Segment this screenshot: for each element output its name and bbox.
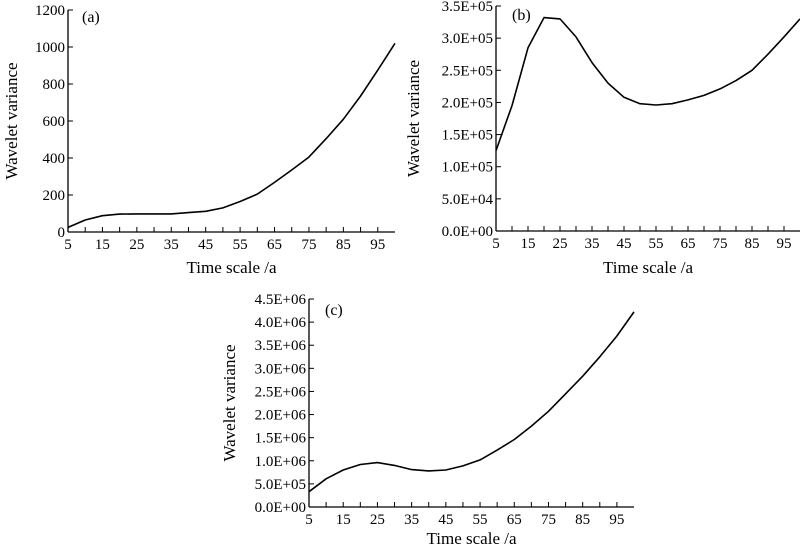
chart-panel-c: 0.0E+00 5.0E+05 1.0E+06 1.5E+06 2.0E+06 2.5E+… xyxy=(220,292,635,547)
x-tick-label: 25 xyxy=(553,236,568,252)
panel-label: (c) xyxy=(325,302,343,319)
y-tick-label: 800 xyxy=(43,77,66,93)
series-line xyxy=(495,16,800,151)
x-tick-label: 35 xyxy=(404,512,419,528)
y-tick-label: 2.5E+05 xyxy=(442,63,493,79)
y-tick-label: 2.0E+05 xyxy=(442,95,493,111)
x-tick-label: 5 xyxy=(64,237,72,253)
x-tick-label: 5 xyxy=(492,236,500,252)
y-tick-label: 3.0E+05 xyxy=(442,31,493,47)
panel-label: (a) xyxy=(82,9,100,26)
x-tick-label: 95 xyxy=(609,512,624,528)
x-tick-label: 15 xyxy=(336,512,351,528)
y-tick-label: 4.5E+06 xyxy=(255,292,307,308)
x-tick-label: 95 xyxy=(370,237,385,253)
x-tick-label: 15 xyxy=(521,236,536,252)
x-tick-label: 85 xyxy=(745,236,760,252)
x-tick-label: 65 xyxy=(267,237,282,253)
x-tick-label: 85 xyxy=(336,237,351,253)
y-tick-label: 5.0E+05 xyxy=(255,477,306,493)
series-line xyxy=(67,42,396,229)
y-tick-label: 2.5E+06 xyxy=(255,384,307,400)
x-tick-label: 85 xyxy=(575,512,590,528)
y-tick-label: 600 xyxy=(43,114,66,130)
x-tick-label: 65 xyxy=(507,512,522,528)
y-tick-label: 3.0E+06 xyxy=(255,361,307,377)
x-tick-label: 75 xyxy=(301,237,316,253)
x-tick-label: 95 xyxy=(777,236,792,252)
series-line xyxy=(308,311,635,493)
y-tick-label: 1.0E+06 xyxy=(255,454,307,470)
y-tick-label: 200 xyxy=(43,188,66,204)
x-tick-label: 55 xyxy=(233,237,248,253)
x-axis-title: Time scale /a xyxy=(186,258,276,277)
y-tick-label: 0.0E+00 xyxy=(442,224,493,240)
y-tick-label: 1000 xyxy=(35,40,65,56)
y-tick-label: 3.5E+05 xyxy=(442,0,493,15)
chart-panel-b: 0.0E+00 5.0E+04 1.0E+05 1.5E+05 2.0E+05 2.5E+… xyxy=(404,0,800,277)
chart-panel-a: 0 200 400 600 800 1000 1200 5 15 25 35 45 55 65 75 85 95… xyxy=(2,3,396,277)
x-tick-label: 45 xyxy=(198,237,213,253)
x-tick-label: 65 xyxy=(681,236,696,252)
x-tick-label: 75 xyxy=(713,236,728,252)
x-tick-label: 5 xyxy=(305,512,313,528)
x-tick-label: 35 xyxy=(164,237,179,253)
x-tick-label: 75 xyxy=(541,512,556,528)
x-axis-title: Time scale /a xyxy=(603,258,693,277)
y-tick-label: 1.5E+05 xyxy=(442,128,493,144)
y-axis-title: Wavelet variance xyxy=(2,62,21,179)
y-tick-label: 0 xyxy=(58,225,66,241)
panel-label: (b) xyxy=(512,7,531,24)
y-tick-label: 3.5E+06 xyxy=(255,338,307,354)
x-axis-title: Time scale /a xyxy=(426,529,516,547)
x-tick-label: 45 xyxy=(617,236,632,252)
x-tick-label: 15 xyxy=(95,237,110,253)
x-tick-label: 25 xyxy=(129,237,144,253)
y-tick-label: 0.0E+00 xyxy=(255,500,306,516)
y-tick-label: 1200 xyxy=(35,3,65,19)
y-tick-label: 4.0E+06 xyxy=(255,315,307,331)
y-tick-label: 5.0E+04 xyxy=(442,192,494,208)
x-tick-label: 55 xyxy=(473,512,488,528)
y-tick-label: 2.0E+06 xyxy=(255,408,307,424)
x-tick-label: 55 xyxy=(649,236,664,252)
y-tick-label: 400 xyxy=(43,151,66,167)
x-tick-label: 35 xyxy=(585,236,600,252)
y-axis-title: Wavelet variance xyxy=(404,60,423,177)
x-tick-label: 45 xyxy=(438,512,453,528)
y-tick-label: 1.0E+05 xyxy=(442,160,493,176)
y-axis-title: Wavelet variance xyxy=(220,344,239,461)
x-tick-label: 25 xyxy=(370,512,385,528)
y-tick-label: 1.5E+06 xyxy=(255,431,307,447)
